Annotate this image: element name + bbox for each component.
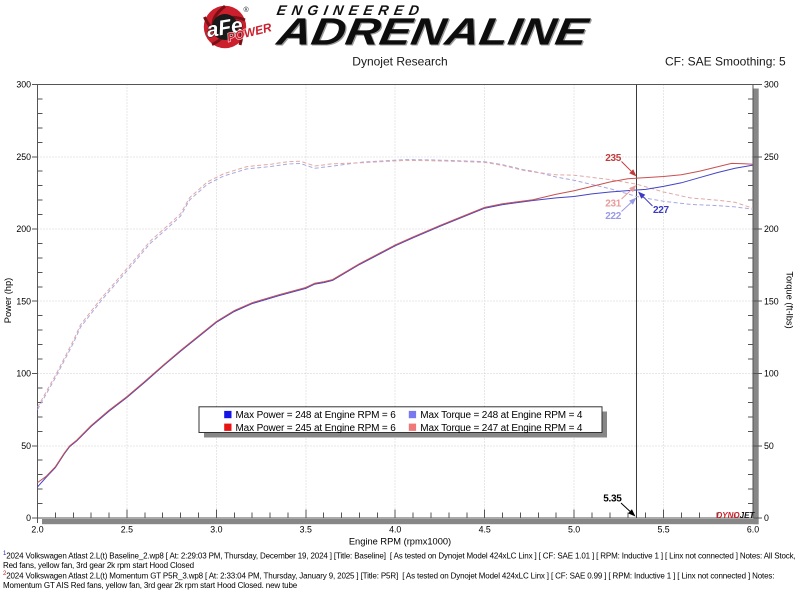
- svg-text:®: ®: [244, 6, 250, 14]
- svg-text:231: 231: [605, 199, 622, 210]
- svg-text:150: 150: [764, 296, 779, 306]
- svg-text:Max Torque = 248 at Engine RPM: Max Torque = 248 at Engine RPM = 4: [420, 410, 583, 421]
- svg-text:227: 227: [653, 205, 670, 216]
- svg-text:200: 200: [764, 224, 779, 234]
- svg-text:3.5: 3.5: [300, 524, 312, 534]
- svg-text:300: 300: [16, 80, 31, 90]
- svg-text:DYNOJET: DYNOJET: [717, 511, 756, 520]
- svg-text:300: 300: [764, 80, 779, 90]
- svg-text:2.0: 2.0: [31, 524, 43, 534]
- svg-text:3.0: 3.0: [210, 524, 222, 534]
- svg-text:Dynojet Research: Dynojet Research: [352, 54, 447, 68]
- svg-text:Max Torque = 247 at Engine RPM: Max Torque = 247 at Engine RPM = 4: [420, 423, 583, 434]
- svg-text:5.5: 5.5: [657, 524, 669, 534]
- svg-text:100: 100: [764, 369, 779, 379]
- svg-text:Power (hp): Power (hp): [3, 278, 13, 323]
- svg-text:250: 250: [16, 152, 31, 162]
- svg-text:0: 0: [26, 513, 31, 523]
- svg-text:150: 150: [16, 296, 31, 306]
- svg-text:200: 200: [16, 224, 31, 234]
- svg-text:50: 50: [764, 441, 774, 451]
- svg-text:Max Power = 248 at Engine RPM: Max Power = 248 at Engine RPM = 6: [236, 410, 397, 421]
- svg-text:2.5: 2.5: [121, 524, 133, 534]
- svg-text:4.0: 4.0: [389, 524, 401, 534]
- svg-text:222: 222: [605, 211, 622, 222]
- svg-text:100: 100: [16, 369, 31, 379]
- svg-text:CF: SAE Smoothing: 5: CF: SAE Smoothing: 5: [665, 54, 786, 68]
- svg-text:Max Power = 245 at Engine RPM: Max Power = 245 at Engine RPM = 6: [236, 423, 397, 434]
- svg-text:Engine RPM (rpmx1000): Engine RPM (rpmx1000): [349, 537, 451, 547]
- svg-text:5.35: 5.35: [603, 494, 622, 505]
- svg-text:0: 0: [764, 513, 769, 523]
- svg-text:4.5: 4.5: [479, 524, 491, 534]
- svg-text:235: 235: [605, 153, 622, 164]
- svg-text:Torque (ft-lbs): Torque (ft-lbs): [785, 271, 795, 328]
- svg-text:250: 250: [764, 152, 779, 162]
- svg-text:50: 50: [21, 441, 31, 451]
- svg-text:6.0: 6.0: [747, 524, 759, 534]
- svg-text:5.0: 5.0: [568, 524, 580, 534]
- svg-text:aFe: aFe: [205, 14, 245, 42]
